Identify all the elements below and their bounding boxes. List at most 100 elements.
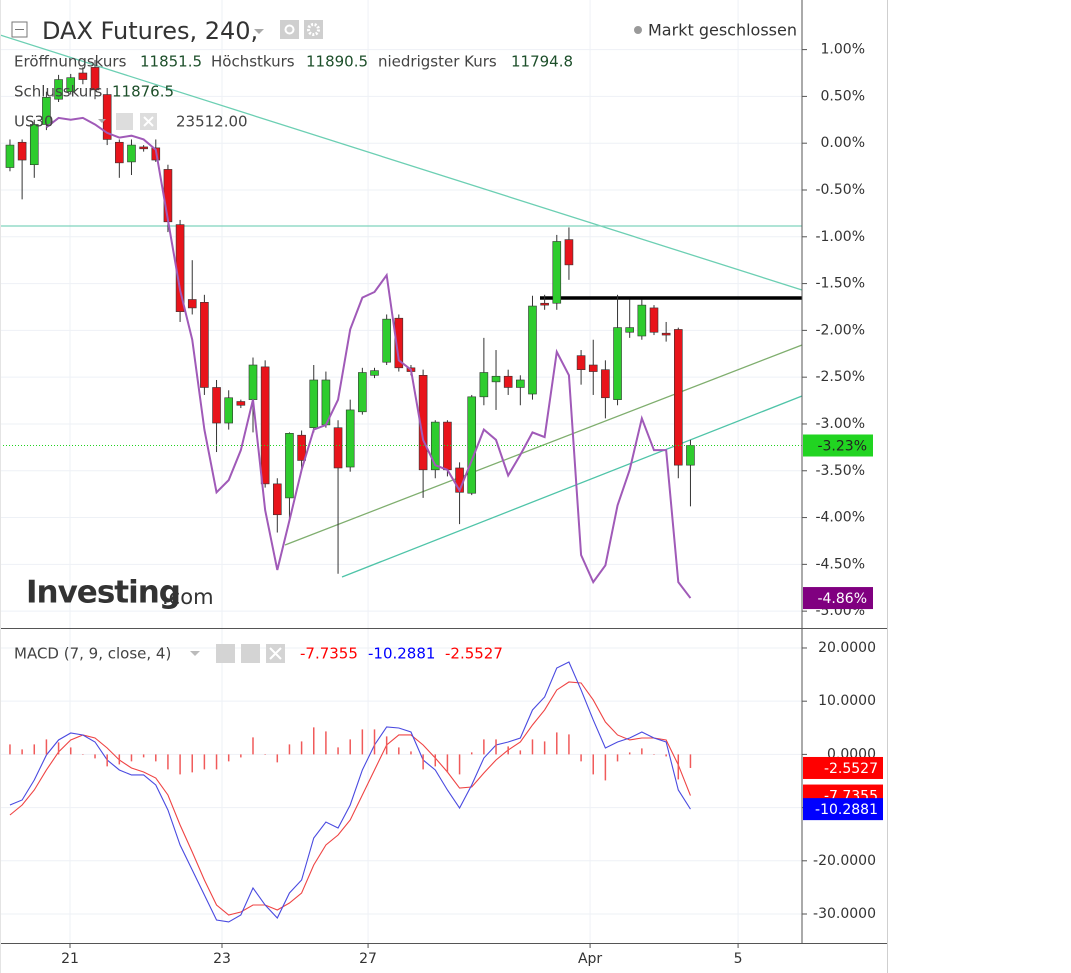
y-tick-label: -2.50% xyxy=(815,369,865,385)
histogram-bar xyxy=(653,754,655,755)
eye-icon xyxy=(284,24,295,35)
histogram-bar xyxy=(264,754,266,755)
candle-body xyxy=(42,97,51,125)
labels-layer: DAX Futures, 240, Markt geschlossen Eröf… xyxy=(11,17,876,967)
histogram-bar xyxy=(45,739,48,755)
histogram-bar xyxy=(9,744,11,755)
trend-line xyxy=(341,395,803,578)
price-tag xyxy=(803,798,883,821)
settings-button[interactable] xyxy=(304,20,323,39)
histogram-bar xyxy=(543,741,546,755)
candle-body xyxy=(309,379,319,429)
candle-body xyxy=(78,72,88,80)
histogram-bar xyxy=(373,729,376,755)
histogram-bar xyxy=(677,754,680,780)
dropdown-arrow[interactable] xyxy=(190,651,200,656)
histogram-bar xyxy=(531,739,534,755)
histogram-bar xyxy=(337,747,339,755)
candle-body xyxy=(576,355,586,370)
candle-body xyxy=(540,302,549,306)
histogram-bar xyxy=(689,754,692,768)
candle-body xyxy=(236,401,246,406)
collapse-button[interactable] xyxy=(11,21,28,38)
candle-body xyxy=(127,144,136,163)
y-tick-label: 0.50% xyxy=(821,88,865,104)
histogram-bar xyxy=(179,754,181,775)
y-tick-label: -3.00% xyxy=(815,416,865,432)
candle-body xyxy=(90,67,100,91)
histogram-bar xyxy=(519,750,522,755)
series-line xyxy=(9,681,691,916)
candle-body xyxy=(66,77,76,93)
dropdown-arrow[interactable] xyxy=(254,29,264,34)
candle-body xyxy=(345,409,355,468)
dropdown-arrow[interactable] xyxy=(98,119,106,123)
candle-body xyxy=(139,146,148,150)
watermark: Investing xyxy=(26,575,180,611)
y-tick-label: -3.50% xyxy=(815,463,865,479)
visibility-button[interactable] xyxy=(280,20,299,39)
histogram-bar xyxy=(349,739,351,755)
histogram-bar xyxy=(616,754,619,762)
histogram-bar xyxy=(94,754,96,759)
candle-body xyxy=(673,329,683,466)
candle-body xyxy=(588,364,598,372)
candle-body xyxy=(516,379,525,388)
legend-label: Höchstkurs xyxy=(211,53,295,71)
y-tick-label: 1.00% xyxy=(821,42,865,58)
y-tick-label: 10.0000 xyxy=(818,693,876,709)
histogram-bar xyxy=(628,752,631,755)
histogram-bar xyxy=(288,744,291,755)
candle-body xyxy=(503,375,513,388)
candle-body xyxy=(552,241,562,304)
legend-value: 11876.5 xyxy=(112,83,174,101)
status-dot xyxy=(634,26,642,34)
y-tick-label: 0.00% xyxy=(821,135,865,151)
price-tag xyxy=(803,756,883,779)
candle-body xyxy=(54,79,63,100)
settings-button[interactable] xyxy=(116,113,133,130)
candle-body xyxy=(528,305,537,395)
histogram-bar xyxy=(227,754,230,762)
candle-body xyxy=(5,144,15,168)
remove-icon xyxy=(269,647,282,660)
candle-body xyxy=(649,307,659,333)
visibility-button[interactable] xyxy=(216,644,235,663)
legend-label: Eröffnungskurs xyxy=(14,53,127,71)
histogram-bar xyxy=(458,754,461,775)
candle-body xyxy=(200,302,209,388)
candle-body xyxy=(17,141,27,161)
candle-body xyxy=(394,317,404,369)
legend-series-name: US30 xyxy=(14,113,54,131)
candle-body xyxy=(370,370,379,376)
settings-button[interactable] xyxy=(241,644,260,663)
histogram-bar xyxy=(470,752,473,755)
candle-body xyxy=(625,327,634,333)
histogram-bar xyxy=(434,754,437,767)
x-tick-label: 27 xyxy=(359,951,377,967)
price-tag-label: -2.5527 xyxy=(824,761,878,777)
candle-body xyxy=(285,433,294,499)
y-tick-label: -4.50% xyxy=(815,556,865,572)
remove-icon xyxy=(143,116,154,127)
candle-body xyxy=(613,327,622,400)
candle-body xyxy=(187,299,197,309)
candle-body xyxy=(248,364,258,400)
histogram-bar xyxy=(130,754,133,762)
x-tick-label: Apr xyxy=(578,951,602,967)
indicator-title: MACD (7, 9, close, 4) xyxy=(14,645,171,663)
histogram-bar xyxy=(142,754,145,758)
histogram-bar xyxy=(252,737,254,755)
histogram-bar xyxy=(604,754,607,781)
histogram-bar xyxy=(361,729,364,755)
legend-value: 11851.5 xyxy=(140,53,202,71)
histogram-bar xyxy=(106,754,108,767)
candle-body xyxy=(661,332,671,336)
price-tags: -3.23%-4.86%-7.7355-10.2881-2.5527 xyxy=(803,434,883,821)
histogram-bar xyxy=(325,731,327,755)
candle-body xyxy=(479,372,489,398)
legend-value: -7.7355 xyxy=(300,645,358,663)
histogram-bar xyxy=(69,747,72,755)
